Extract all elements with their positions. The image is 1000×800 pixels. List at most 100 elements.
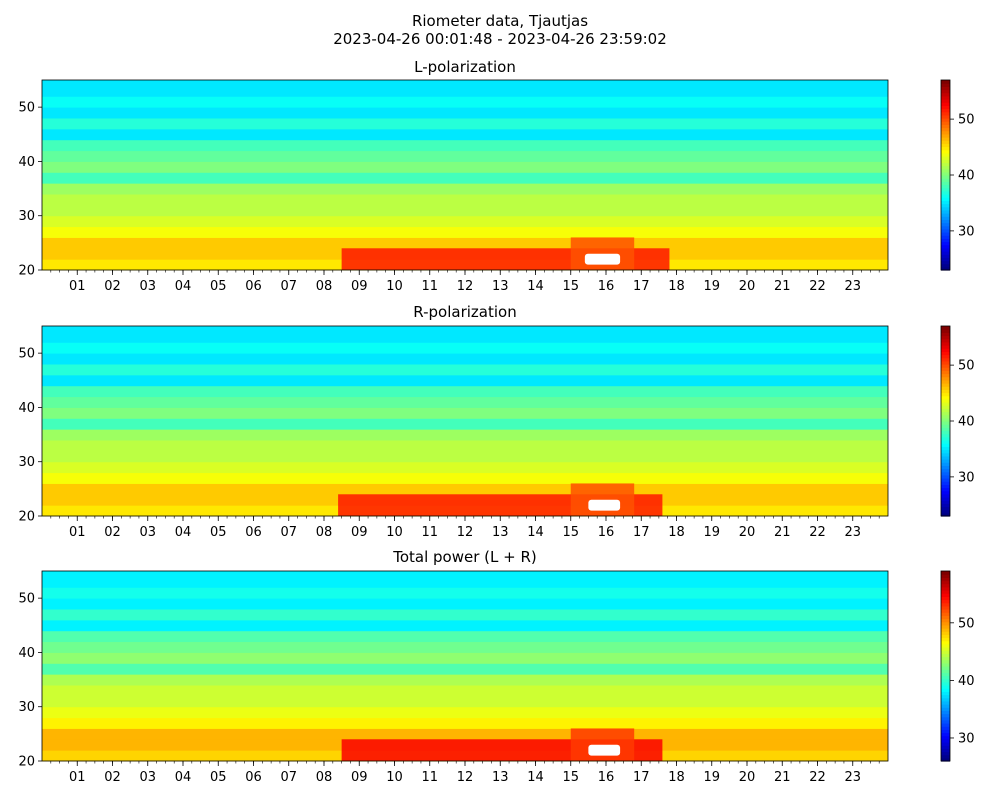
x-tick-label: 08 — [316, 525, 333, 540]
colorbar-segment — [941, 493, 950, 498]
colorbar-segment — [941, 424, 950, 428]
colorbar-segment — [941, 402, 950, 406]
heatmap-band — [42, 450, 888, 463]
x-tick-label: 22 — [809, 279, 826, 294]
colorbar-segment — [941, 571, 950, 575]
colorbar-segment — [941, 389, 950, 394]
x-tick-label: 23 — [844, 279, 861, 294]
x-tick-label: 03 — [139, 770, 156, 785]
colorbar-segment — [941, 590, 950, 594]
colorbar-segment — [941, 697, 950, 702]
x-tick-label: 04 — [175, 770, 192, 785]
heatmap-band — [42, 717, 888, 729]
x-tick-label: 22 — [809, 525, 826, 540]
colorbar-segment — [941, 427, 950, 432]
colorbar-segment — [941, 605, 950, 610]
colorbar-segment — [941, 168, 950, 173]
colorbar-segment — [941, 190, 950, 195]
colorbar-segment — [941, 395, 950, 400]
colorbar-segment — [941, 723, 950, 727]
colorbar-segment — [941, 392, 950, 397]
y-tick-label: 50 — [18, 592, 35, 607]
colorbar-segment — [941, 459, 950, 463]
colorbar-segment — [941, 678, 950, 683]
colorbar-segment — [941, 500, 950, 504]
colorbar-segment — [941, 197, 950, 201]
x-tick-label: 09 — [351, 279, 368, 294]
colorbar-segment — [941, 364, 950, 368]
colorbar-segment — [941, 149, 950, 154]
colorbar-segment — [941, 583, 950, 588]
colorbar-segment — [941, 669, 950, 673]
heatmap-band — [42, 183, 888, 195]
colorbar-segment — [941, 653, 950, 658]
colorbar-segment — [941, 509, 950, 514]
colorbar-segment — [941, 251, 950, 255]
colorbar-segment — [941, 707, 950, 711]
colorbar-segment — [941, 748, 950, 753]
colorbar-segment — [941, 675, 950, 680]
colorbar-segment — [941, 481, 950, 485]
colorbar-segment — [941, 332, 950, 337]
x-tick-label: 06 — [245, 279, 262, 294]
colorbar-segment — [941, 367, 950, 371]
x-tick-label: 13 — [492, 525, 509, 540]
colorbar-segment — [941, 471, 950, 476]
colorbar-segment — [941, 688, 950, 692]
colorbar-segment — [941, 108, 950, 113]
colorbar-segment — [941, 348, 950, 352]
x-tick-label: 22 — [809, 770, 826, 785]
heatmap-band — [42, 331, 888, 343]
colorbar-segment — [941, 662, 950, 667]
colorbar-segment — [941, 640, 950, 645]
colorbar-segment — [941, 468, 950, 473]
heatmap-band — [42, 396, 888, 408]
colorbar-segment — [941, 266, 950, 271]
colorbar-segment — [941, 171, 950, 176]
x-tick-label: 12 — [457, 279, 474, 294]
x-tick-label: 14 — [527, 770, 544, 785]
heatmap-band — [42, 440, 888, 452]
colorbar-segment — [941, 200, 950, 205]
y-tick-label: 20 — [18, 264, 35, 279]
colorbar-segment — [941, 634, 950, 639]
colorbar-segment — [941, 175, 950, 179]
colorbar-segment — [941, 376, 950, 381]
colorbar-segment — [941, 383, 950, 387]
colorbar-segment — [941, 338, 950, 343]
colorbar-segment — [941, 209, 950, 214]
x-tick-label: 18 — [668, 525, 685, 540]
colorbar-tick-label: 30 — [958, 470, 975, 485]
colorbar-segment — [941, 360, 950, 365]
colorbar-segment — [941, 612, 950, 616]
x-tick-label: 06 — [245, 770, 262, 785]
x-tick-label: 20 — [739, 525, 756, 540]
colorbar-segment — [941, 408, 950, 413]
colorbar-segment — [941, 99, 950, 103]
colorbar-tick-label: 50 — [958, 359, 975, 374]
heatmap-panel-l: 20 30 40 50 01 02 03 04 05 06 07 08 09 10 11 12 13 14 15 16… — [18, 79, 889, 294]
heatmap-band — [42, 472, 888, 484]
x-tick-label: 01 — [69, 279, 86, 294]
colorbar-tick-label: 40 — [958, 169, 975, 184]
colorbar-tick-label: 40 — [958, 415, 975, 430]
y-tick-label: 50 — [18, 347, 35, 362]
colorbar-segment — [941, 621, 950, 626]
colorbar-tick-label: 30 — [958, 224, 975, 239]
x-tick-label: 10 — [386, 525, 403, 540]
colorbar-total: 30 40 50 — [940, 570, 975, 762]
colorbar-segment — [941, 637, 950, 642]
colorbar-segment — [941, 92, 950, 97]
x-tick-label: 11 — [421, 770, 438, 785]
heatmap-band — [42, 107, 888, 119]
colorbar-segment — [941, 345, 950, 349]
heatmap-band — [42, 172, 888, 184]
colorbar-segment — [941, 228, 950, 233]
colorbar-segment — [941, 455, 950, 460]
colorbar-segment — [941, 357, 950, 362]
colorbar-segment — [941, 165, 950, 170]
colorbar-segment — [941, 716, 950, 721]
heatmap-band — [42, 80, 888, 86]
x-tick-label: 19 — [703, 279, 720, 294]
x-tick-label: 14 — [527, 525, 544, 540]
